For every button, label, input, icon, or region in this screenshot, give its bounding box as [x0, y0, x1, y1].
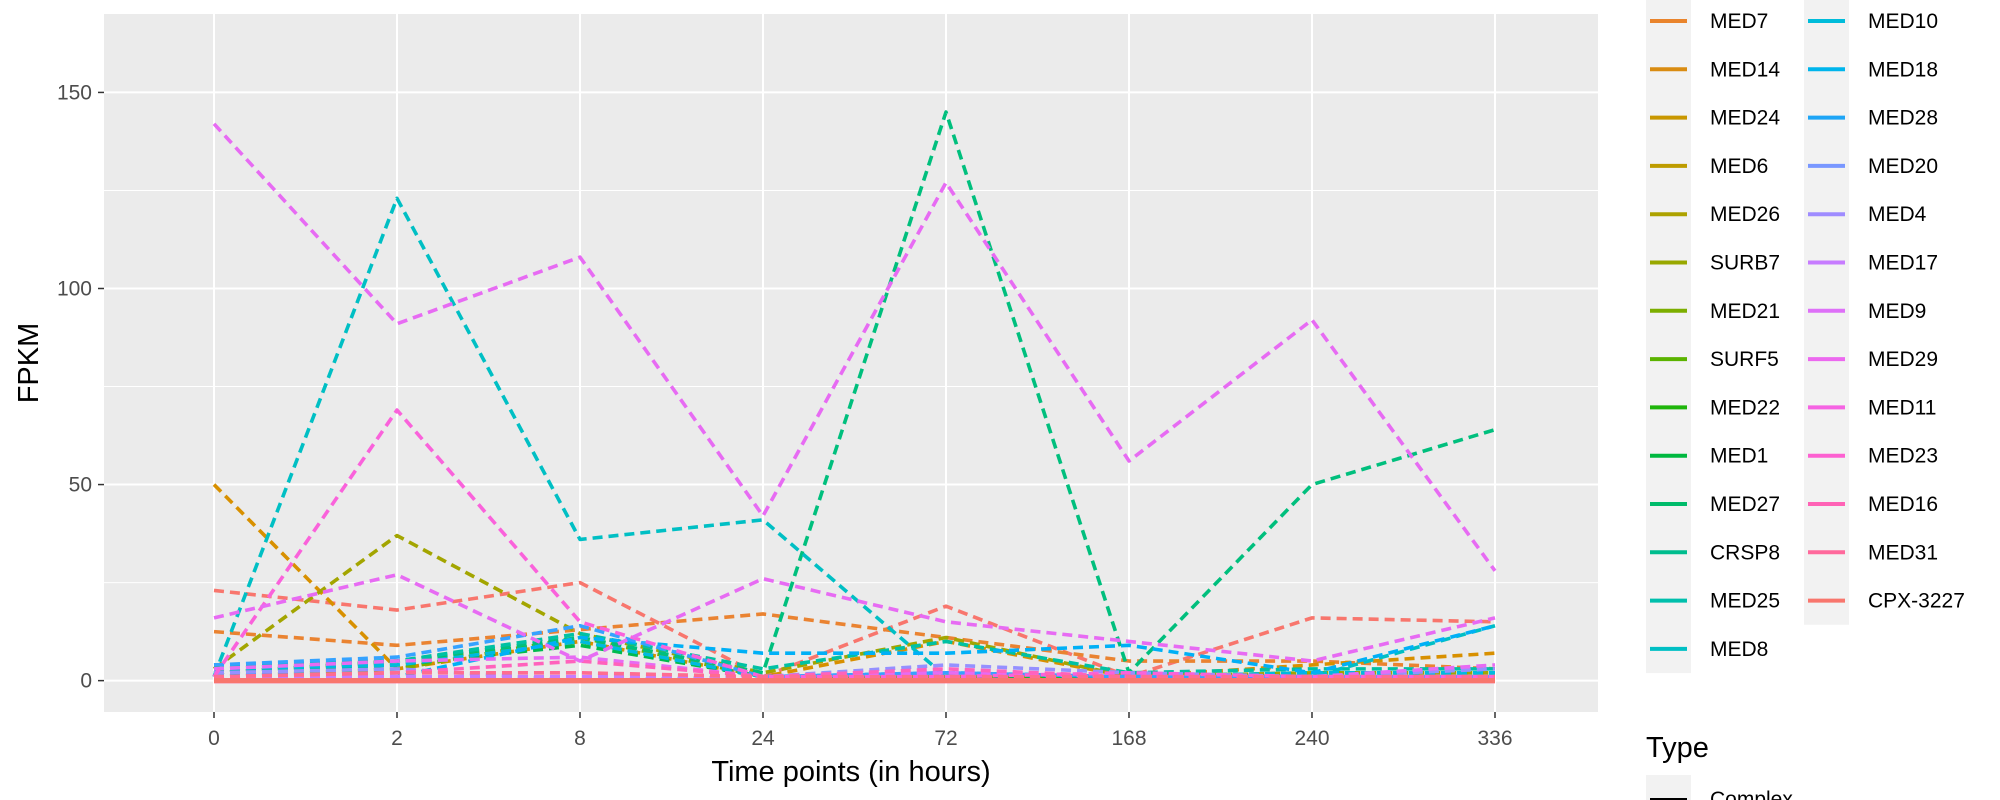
- legend: MED7 MED14 MED24 MED6 MED26 SURB7 MED21 SURF5 ME…: [1646, 0, 1965, 800]
- series-line-med17: [213, 670, 1495, 679]
- legend-label-med28: MED28: [1868, 107, 1938, 130]
- legend-label-med11: MED11: [1868, 396, 1936, 419]
- y-tick-label: 50: [69, 474, 92, 497]
- legend-label-med4: MED4: [1868, 203, 1927, 226]
- y-axis-ticks: 0 50 100 150: [57, 81, 104, 693]
- x-axis-ticks: 0 2 8 24 72 168 240 336: [208, 712, 1513, 750]
- y-axis-title: FPKM: [13, 323, 45, 404]
- legend-column-1: MED7 MED14 MED24 MED6 MED26 SURB7 MED21 SURF5 ME…: [1646, 0, 1780, 674]
- x-tick-label: 168: [1111, 727, 1146, 750]
- series-line-med14: [213, 612, 1496, 671]
- legend-label-med20: MED20: [1868, 155, 1938, 178]
- x-tick-label: 24: [751, 727, 775, 750]
- legend-label-med9: MED9: [1868, 300, 1926, 323]
- y-tick-label: 150: [57, 81, 92, 104]
- series-line-med4: [213, 659, 1495, 679]
- legend-label-med31: MED31: [1868, 541, 1938, 564]
- legend-type-key-background: [1646, 775, 1691, 800]
- legend-key-background: [1646, 0, 1691, 674]
- x-tick-label: 8: [574, 727, 586, 750]
- legend-label-med10: MED10: [1868, 10, 1938, 33]
- series-line-med26: [212, 533, 1495, 679]
- x-tick-label: 2: [391, 727, 403, 750]
- legend-label-med29: MED29: [1868, 348, 1938, 371]
- x-tick-label: 240: [1294, 727, 1329, 750]
- legend-label-med25: MED25: [1710, 590, 1780, 613]
- legend-label-surf5: SURF5: [1710, 348, 1779, 371]
- legend-label-med26: MED26: [1710, 203, 1780, 226]
- x-tick-label: 0: [208, 727, 220, 750]
- major-gridlines: [104, 14, 1598, 712]
- plot-panel: [104, 14, 1598, 712]
- legend-label-med14: MED14: [1710, 58, 1780, 81]
- legend-type-items: Complex: [1646, 775, 1793, 800]
- legend-label-med6: MED6: [1710, 155, 1768, 178]
- y-tick-label: 0: [80, 670, 92, 693]
- legend-label-med16: MED16: [1868, 493, 1938, 516]
- series-lines: [212, 110, 1497, 684]
- legend-label-med8: MED8: [1710, 638, 1768, 661]
- legend-label-med22: MED22: [1710, 396, 1780, 419]
- legend-label-med21: MED21: [1710, 300, 1780, 323]
- y-tick-label: 100: [57, 277, 92, 300]
- legend-label-med27: MED27: [1710, 493, 1780, 516]
- x-axis-title: Time points (in hours): [711, 756, 990, 788]
- series-line-med29: [212, 122, 1497, 572]
- series-line-med7: [213, 580, 1496, 679]
- legend-column-2: MED10 MED18 MED28 MED20 MED4 MED17 MED9 MED29 ME…: [1804, 0, 1965, 625]
- minor-gridlines: [104, 189, 1598, 584]
- legend-label-med7: MED7: [1710, 10, 1768, 33]
- legend-label-med18: MED18: [1868, 58, 1938, 81]
- x-tick-label: 336: [1477, 727, 1512, 750]
- legend-label-cpx-3227: CPX-3227: [1868, 590, 1965, 613]
- legend-label-med17: MED17: [1868, 252, 1938, 275]
- legend-label-crsp8: CRSP8: [1710, 541, 1780, 564]
- legend-type-label-complex: Complex: [1710, 788, 1793, 800]
- legend-label-med23: MED23: [1868, 445, 1938, 468]
- x-tick-label: 72: [934, 727, 957, 750]
- legend-label-surb7: SURB7: [1710, 252, 1780, 275]
- legend-label-med1: MED1: [1710, 445, 1768, 468]
- legend-type-title: Type: [1646, 732, 1709, 764]
- series-line-med28: [213, 655, 1496, 679]
- series-line-med27: [212, 196, 1496, 679]
- legend-label-med24: MED24: [1710, 107, 1780, 130]
